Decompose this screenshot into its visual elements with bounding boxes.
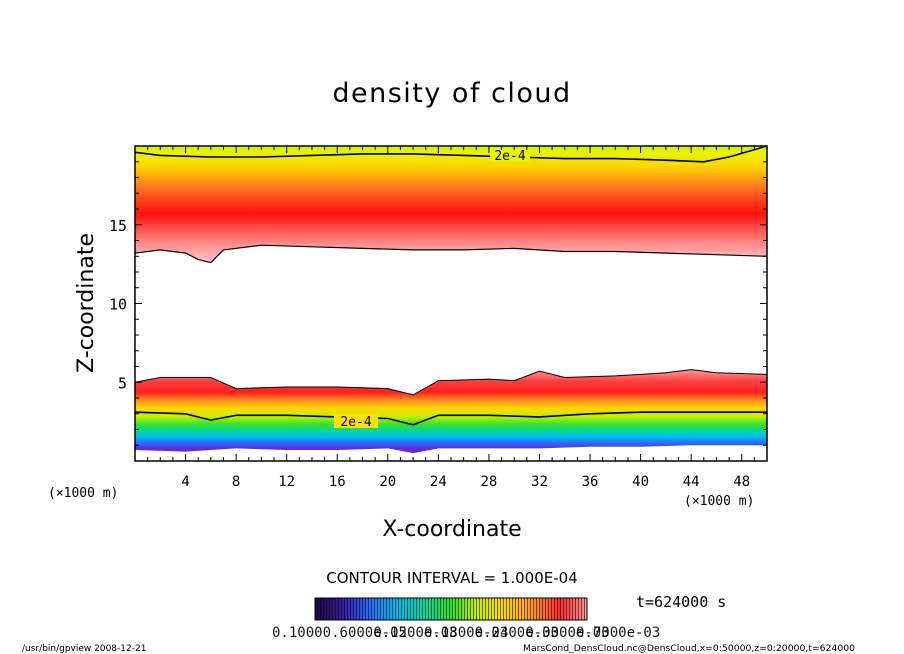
x-tick-label: 12 [278,474,295,490]
colorbar [314,597,588,621]
colorbar-label: 0.1000 [272,625,323,641]
lower-cloud-top-contour [135,369,767,396]
contour-label-bg-upper [490,148,530,162]
chart-title: density of cloud [332,78,571,109]
x-tick-label: 16 [329,474,346,490]
x-tick-label: 44 [683,474,700,490]
x-tick-label: 28 [480,474,497,490]
colorbar-ticks [315,598,587,620]
colorbar-label: 0.7000e-03 [576,625,660,641]
contour-label-upper: 2e-4 [494,149,525,164]
contour-interval: CONTOUR INTERVAL = 1.000E-04 [326,569,577,587]
x-tick-label: 24 [430,474,447,490]
colorbar-label: 0.1800e-03 [424,625,508,641]
contour-line-lower [135,411,767,426]
colorbar-labels: 0.1000 0.6000e-050.1200e-030.1800e-030.24… [272,625,660,641]
y-tick-label: 5 [118,374,127,392]
footer-left: /usr/bin/gpview 2008-12-21 [22,644,146,654]
y-tick-label: 10 [109,296,127,314]
time-label: t=624000 s [636,593,726,611]
colorbar-label: 0.1200e-03 [373,625,457,641]
contour-label-bg-lower [334,414,378,428]
lower-cloud-layer [135,369,767,454]
upper-cloud-base-contour [135,244,767,264]
footer-right: MarsCond_DensCloud.nc@DensCloud,x=0:5000… [523,644,855,654]
x-tick-label: 4 [181,474,189,490]
x-tick-label: 48 [733,474,750,490]
x-tick-label: 32 [531,474,548,490]
x-unit-left: (×1000 m) [48,486,118,501]
x-axis-label: X-coordinate [382,517,521,542]
contour-label-lower: 2e-4 [340,415,371,430]
y-tick-label: 15 [109,217,127,235]
colorbar-label: 0.3000e-03 [525,625,609,641]
x-tick-label: 36 [582,474,599,490]
x-tick-label: 8 [232,474,240,490]
x-unit-right: (×1000 m) [684,494,754,509]
upper-cloud-layer [135,146,767,263]
colorbar-label: 0.6000e-05 [323,625,407,641]
y-axis-label: Z-coordinate [74,233,99,373]
colorbar-label: 0.2400e-03 [475,625,559,641]
contour-line-upper [135,146,767,163]
plot-area [135,146,767,454]
x-tick-label: 40 [632,474,649,490]
x-tick-label: 20 [379,474,396,490]
colorbar-frame [314,597,588,621]
